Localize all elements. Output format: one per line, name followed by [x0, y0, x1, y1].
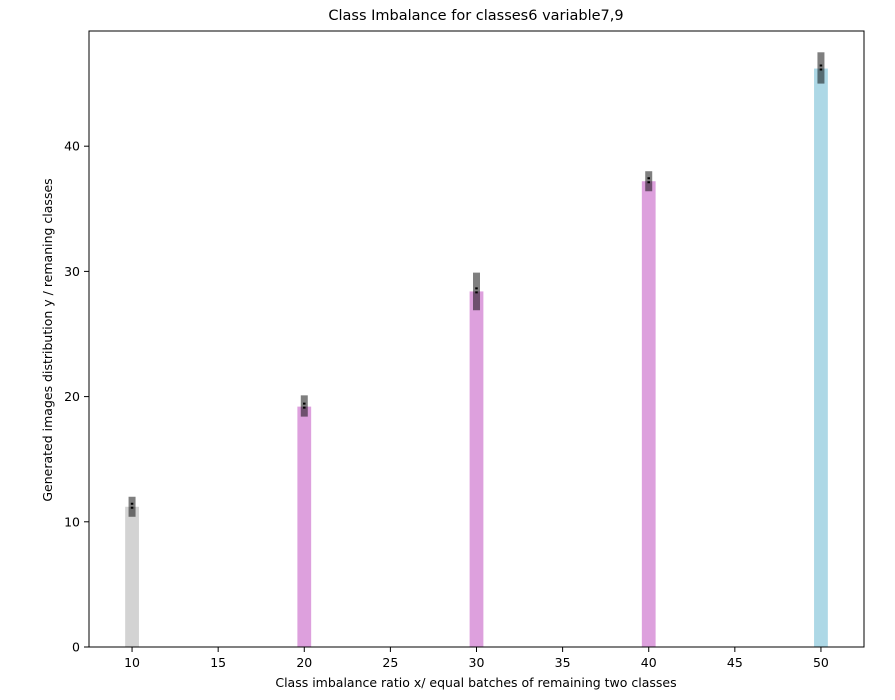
x-tick-label-35: 35	[555, 655, 571, 670]
x-axis-label: Class imbalance ratio x/ equal batches o…	[275, 675, 676, 690]
x-tick-label-15: 15	[210, 655, 226, 670]
chart-title: Class Imbalance for classes6 variable7,9	[328, 8, 623, 24]
x-tick-label-20: 20	[296, 655, 312, 670]
errorbars-layer	[128, 52, 825, 517]
axes-layer: 10 15 20 25 30 35 40 45 50 0 10 20 30 40	[64, 30, 865, 670]
y-tick-label-0: 0	[72, 640, 80, 655]
y-tick-label-10: 10	[64, 514, 80, 529]
y-tick-label-30: 30	[64, 264, 80, 279]
x-tick-label-30: 30	[469, 655, 485, 670]
x-tick-label-10: 10	[124, 655, 140, 670]
x-tick-label-45: 45	[727, 655, 743, 670]
bar-10	[125, 506, 139, 647]
bars-layer	[125, 68, 828, 647]
x-tick-label-50: 50	[813, 655, 829, 670]
bar-30	[469, 291, 484, 647]
y-tick-label-40: 40	[64, 139, 80, 154]
bar-40	[641, 181, 656, 647]
x-tick-label-25: 25	[382, 655, 398, 670]
y-tick-label-20: 20	[64, 389, 80, 404]
bar-20	[297, 406, 312, 647]
y-axis-label: Generated images distribution y / remani…	[40, 178, 55, 501]
bar-50	[814, 68, 828, 647]
x-tick-label-40: 40	[641, 655, 657, 670]
